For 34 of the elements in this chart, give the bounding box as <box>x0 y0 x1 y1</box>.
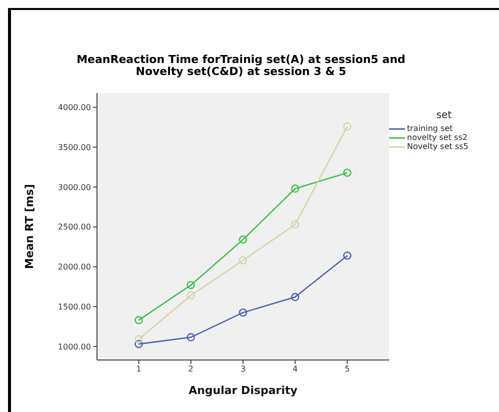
y-tick-label: 4000.00 <box>58 103 91 112</box>
point <box>186 280 195 290</box>
y-tick-label: 2000.00 <box>58 262 91 272</box>
point <box>343 251 352 260</box>
y-tick-label: 3500.00 <box>58 143 91 152</box>
y-tick-label: 3000.00 <box>58 182 91 192</box>
point <box>238 236 248 244</box>
y-tick-label: 1000.00 <box>58 342 91 352</box>
chart-title: MeanReaction Time forTrainig set(A) at session5 and Novelty set(C&D) at session 3 & 5 <box>76 53 406 78</box>
x-tick-label: 1 <box>136 364 142 374</box>
legend-title: set <box>435 110 453 121</box>
y-tick-label: 2500.00 <box>58 222 91 232</box>
y-tick-label: 1500.00 <box>58 302 91 312</box>
point <box>186 333 195 342</box>
point <box>238 308 248 317</box>
point <box>343 168 352 177</box>
point <box>134 335 143 344</box>
point <box>291 292 300 302</box>
legend-label: training set <box>407 124 453 133</box>
point <box>291 220 300 229</box>
x-tick-label: 4 <box>292 364 298 374</box>
point <box>291 184 300 193</box>
legend-label: novelty set ss2 <box>407 133 468 142</box>
legend-label: Novelty set ss5 <box>407 142 468 151</box>
x-tick-label: 2 <box>188 364 194 374</box>
point <box>343 122 352 131</box>
x-axis-title: Angular Disparity <box>188 384 298 397</box>
point <box>134 316 143 324</box>
point <box>238 256 248 264</box>
x-tick-label: 5 <box>344 364 350 374</box>
x-tick-label: 3 <box>240 364 246 374</box>
point <box>186 291 195 300</box>
y-axis-title: Mean RT [ms] <box>22 184 36 269</box>
point <box>134 340 143 348</box>
